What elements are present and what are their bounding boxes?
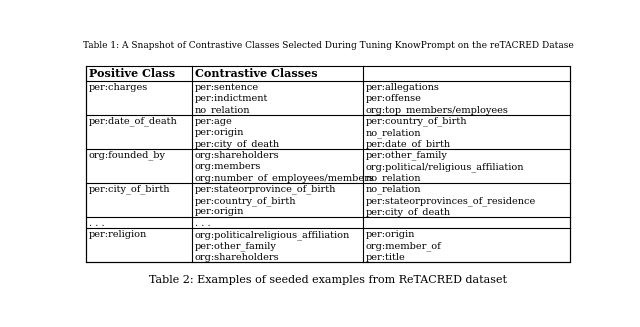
Text: per:city_of_death: per:city_of_death <box>195 139 280 149</box>
Text: . . .: . . . <box>89 219 104 228</box>
Text: per:stateorprovince_of_birth: per:stateorprovince_of_birth <box>195 185 336 195</box>
Text: per:other_family: per:other_family <box>195 241 276 251</box>
Text: per:sentence: per:sentence <box>195 83 259 92</box>
Text: no_relation: no_relation <box>195 105 250 115</box>
Text: Contrastive Classes: Contrastive Classes <box>195 68 317 79</box>
Text: per:charges: per:charges <box>89 83 148 92</box>
Text: no_relation: no_relation <box>365 128 421 138</box>
Text: per:city_of_birth: per:city_of_birth <box>89 185 170 195</box>
Text: org:number_of_employees/members: org:number_of_employees/members <box>195 173 374 183</box>
Text: per:stateorprovinces_of_residence: per:stateorprovinces_of_residence <box>365 196 536 206</box>
Text: per:country_of_birth: per:country_of_birth <box>365 117 467 127</box>
Text: per:date_of_death: per:date_of_death <box>89 117 178 127</box>
Text: Table 1: A Snapshot of Contrastive Classes Selected During Tuning KnowPrompt on : Table 1: A Snapshot of Contrastive Class… <box>83 41 573 50</box>
Text: per:title: per:title <box>365 253 406 262</box>
Text: no_relation: no_relation <box>365 185 421 195</box>
Text: per:country_of_birth: per:country_of_birth <box>195 196 296 206</box>
Text: Table 2: Examples of seeded examples from ReTACRED dataset: Table 2: Examples of seeded examples fro… <box>149 275 507 285</box>
Text: org:political/religious_affiliation: org:political/religious_affiliation <box>365 162 524 172</box>
Text: per:date_of_birth: per:date_of_birth <box>365 139 451 149</box>
Text: no_relation: no_relation <box>365 173 421 183</box>
Text: org:politicalreligious_affiliation: org:politicalreligious_affiliation <box>195 230 350 240</box>
Text: per:city_of_death: per:city_of_death <box>365 207 451 217</box>
Text: per:origin: per:origin <box>195 207 244 216</box>
Text: Positive Class: Positive Class <box>89 68 175 79</box>
Text: org:shareholders: org:shareholders <box>195 253 279 262</box>
Text: per:origin: per:origin <box>365 230 415 239</box>
Bar <box>86 66 570 262</box>
Text: org:members: org:members <box>195 162 261 171</box>
Text: org:top_members/employees: org:top_members/employees <box>365 105 509 115</box>
Text: . . .: . . . <box>195 219 210 228</box>
Text: per:religion: per:religion <box>89 230 147 239</box>
Text: per:other_family: per:other_family <box>365 151 447 161</box>
Text: per:allegations: per:allegations <box>365 83 440 92</box>
Text: org:founded_by: org:founded_by <box>89 151 166 161</box>
Text: per:offense: per:offense <box>365 94 422 103</box>
Text: per:age: per:age <box>195 117 232 126</box>
Text: org:shareholders: org:shareholders <box>195 151 279 160</box>
Text: org:member_of: org:member_of <box>365 241 442 251</box>
Text: per:origin: per:origin <box>195 128 244 137</box>
Text: per:indictment: per:indictment <box>195 94 268 103</box>
